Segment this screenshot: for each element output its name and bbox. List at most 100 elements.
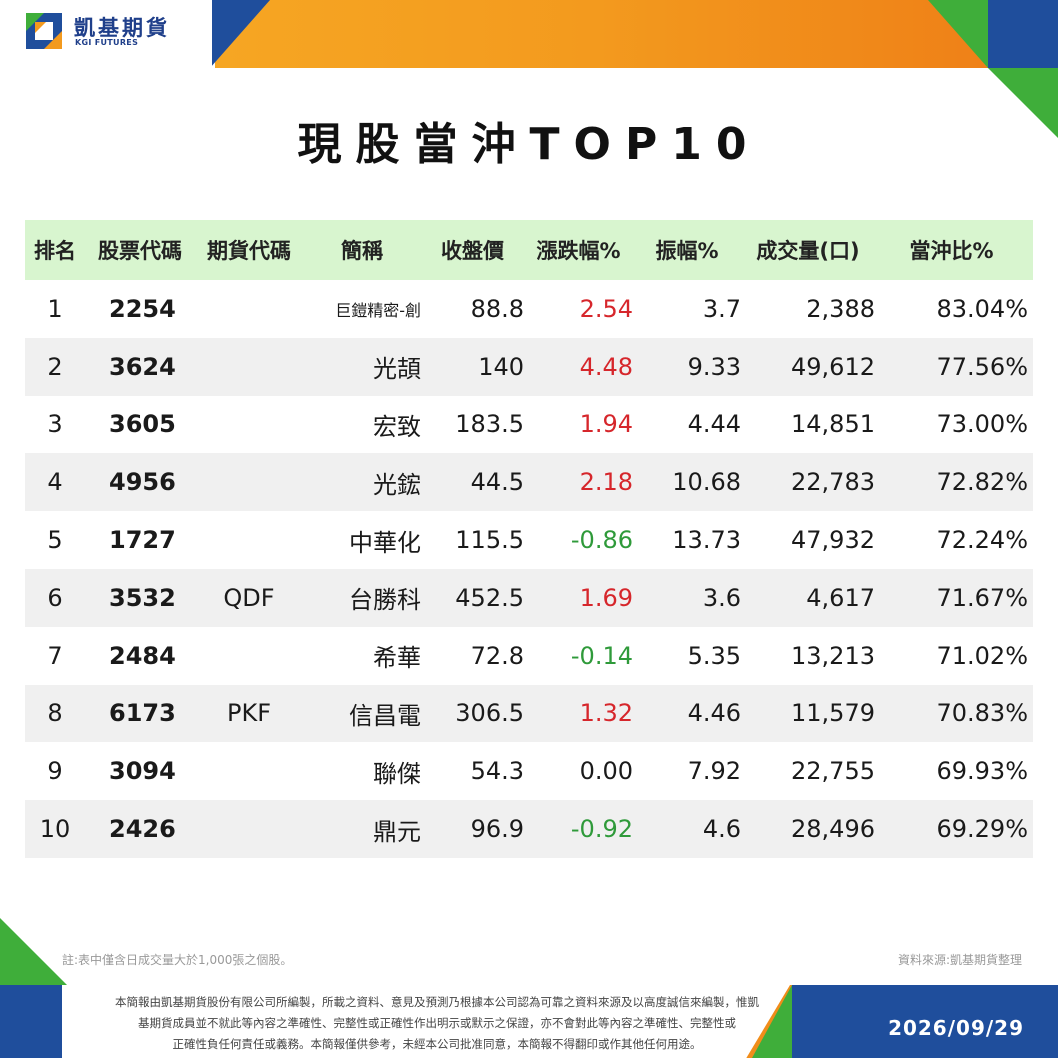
cell-change: -0.14: [570, 641, 633, 670]
cell-name: 中華化: [349, 528, 421, 557]
cell-stock-code: 3094: [109, 757, 176, 786]
cell-close: 306.5: [455, 699, 524, 728]
cell-name: 宏致: [373, 412, 421, 441]
cell-volume: 47,932: [791, 526, 875, 555]
cell-stock-code: 2426: [109, 815, 176, 844]
table-row: 1 2254 巨鎧精密-創 88.8 2.54 3.7 2,388 83.04%: [25, 280, 1033, 338]
cell-close: 88.8: [470, 294, 524, 323]
cell-name: 台勝科: [349, 586, 421, 615]
cell-close: 115.5: [455, 526, 524, 555]
cell-daytrade-ratio: 73.00%: [936, 410, 1028, 439]
cell-name: 光鋐: [373, 470, 421, 499]
cell-rank: 5: [47, 526, 63, 555]
header-volume: 成交量(口): [756, 239, 860, 263]
cell-change: 1.32: [579, 699, 633, 728]
cell-close: 183.5: [455, 410, 524, 439]
cell-stock-code: 1727: [109, 526, 176, 555]
cell-change: -0.92: [570, 815, 633, 844]
cell-volume: 22,755: [791, 757, 875, 786]
header-rank: 排名: [34, 239, 76, 263]
cell-rank: 2: [47, 352, 63, 381]
cell-futures-code: [195, 800, 303, 858]
report-date: 2026/09/29: [888, 1016, 1024, 1040]
table-body: 1 2254 巨鎧精密-創 88.8 2.54 3.7 2,388 83.04% 2 3624 光頡…: [25, 280, 1033, 858]
cell-name: 希華: [373, 644, 421, 673]
cell-rank: 4: [47, 468, 63, 497]
cell-stock-code: 3624: [109, 352, 176, 381]
cell-daytrade-ratio: 71.67%: [936, 583, 1028, 612]
cell-amplitude: 4.6: [702, 815, 741, 844]
header-amplitude: 振幅%: [655, 239, 719, 263]
header-close: 收盤價: [441, 239, 504, 263]
cell-futures-code: [195, 453, 303, 511]
cell-daytrade-ratio: 69.29%: [936, 815, 1028, 844]
disclaimer-line: 本簡報由凱基期貨股份有限公司所編製，所載之資料、意見及預測乃根據本公司認為可靠之…: [115, 995, 759, 1009]
cell-daytrade-ratio: 72.82%: [936, 468, 1028, 497]
disclaimer-line: 基期貨成員並不就此等內容之準確性、完整性或正確性作出明示或默示之保證，亦不會對此…: [138, 1016, 736, 1030]
cell-name: 巨鎧精密-創: [335, 300, 421, 320]
cell-stock-code: 3605: [109, 410, 176, 439]
cell-rank: 1: [47, 294, 63, 323]
cell-futures-code: QDF: [223, 583, 275, 612]
cell-rank: 9: [47, 757, 63, 786]
cell-volume: 22,783: [791, 468, 875, 497]
cell-rank: 3: [47, 410, 63, 439]
header-futures-code: 期貨代碼: [207, 239, 291, 263]
disclaimer-line: 正確性負任何責任或義務。本簡報僅供參考，未經本公司批准同意，本簡報不得翻印或作其…: [172, 1037, 702, 1051]
header-change: 漲跌幅%: [536, 239, 621, 263]
cell-futures-code: [195, 396, 303, 454]
cell-change: 2.18: [579, 468, 633, 497]
cell-change: 2.54: [579, 294, 633, 323]
cell-name: 鼎元: [373, 817, 421, 846]
cell-stock-code: 3532: [109, 583, 176, 612]
disclaimer: 本簡報由凱基期貨股份有限公司所編製，所載之資料、意見及預測乃根據本公司認為可靠之…: [62, 992, 902, 1055]
cell-amplitude: 3.6: [702, 583, 741, 612]
footer-blue-accent: [0, 985, 62, 1058]
cell-volume: 4,617: [806, 583, 875, 612]
cell-change: 1.94: [579, 410, 633, 439]
cell-futures-code: [195, 511, 303, 569]
cell-close: 452.5: [455, 583, 524, 612]
table-row: 2 3624 光頡 140 4.48 9.33 49,612 77.56%: [25, 337, 1033, 396]
cell-stock-code: 6173: [109, 699, 176, 728]
cell-stock-code: 2484: [109, 641, 176, 670]
cell-futures-code: PKF: [226, 699, 271, 728]
page-title: 現股當沖TOP10: [297, 119, 761, 170]
cell-daytrade-ratio: 69.93%: [936, 757, 1028, 786]
table-row: 5 1727 中華化 115.5 -0.86 13.73 47,932 72.24%: [25, 511, 1033, 569]
cell-close: 72.8: [470, 641, 524, 670]
cell-stock-code: 4956: [109, 468, 176, 497]
cell-stock-code: 2254: [109, 294, 176, 323]
cell-futures-code: [195, 280, 303, 338]
cell-daytrade-ratio: 70.83%: [936, 699, 1028, 728]
cell-futures-code: [195, 742, 303, 800]
cell-name: 信昌電: [349, 701, 421, 730]
cell-amplitude: 4.46: [687, 699, 741, 728]
cell-amplitude: 3.7: [702, 294, 741, 323]
cell-change: 1.69: [579, 583, 633, 612]
table-row: 10 2426 鼎元 96.9 -0.92 4.6 28,496 69.29%: [25, 800, 1033, 858]
cell-volume: 2,388: [806, 294, 875, 323]
cell-volume: 49,612: [791, 352, 875, 381]
cell-rank: 8: [47, 699, 63, 728]
header-stock-code: 股票代碼: [98, 239, 182, 263]
cell-close: 54.3: [470, 757, 524, 786]
cell-rank: 7: [47, 641, 63, 670]
cell-volume: 13,213: [791, 641, 875, 670]
disclaimer-panel: [62, 985, 790, 1058]
brand-logo: 凱基期貨 KGI FUTURES: [0, 0, 212, 68]
cell-amplitude: 7.92: [687, 757, 741, 786]
table-row: 7 2484 希華 72.8 -0.14 5.35 13,213 71.02%: [25, 627, 1033, 685]
cell-rank: 6: [47, 583, 63, 612]
cell-amplitude: 4.44: [687, 410, 741, 439]
cell-amplitude: 5.35: [687, 641, 741, 670]
cell-futures-code: [195, 627, 303, 685]
kgi-logo-icon: [26, 13, 62, 49]
table-row: 6 3532 QDF 台勝科 452.5 1.69 3.6 4,617 71.67%: [25, 568, 1033, 627]
cell-daytrade-ratio: 77.56%: [936, 352, 1028, 381]
header-blue-block: [988, 0, 1058, 68]
cell-volume: 14,851: [791, 410, 875, 439]
cell-change: 4.48: [579, 352, 633, 381]
cell-rank: 10: [39, 815, 71, 844]
brand-name-en: KGI FUTURES: [75, 38, 139, 47]
